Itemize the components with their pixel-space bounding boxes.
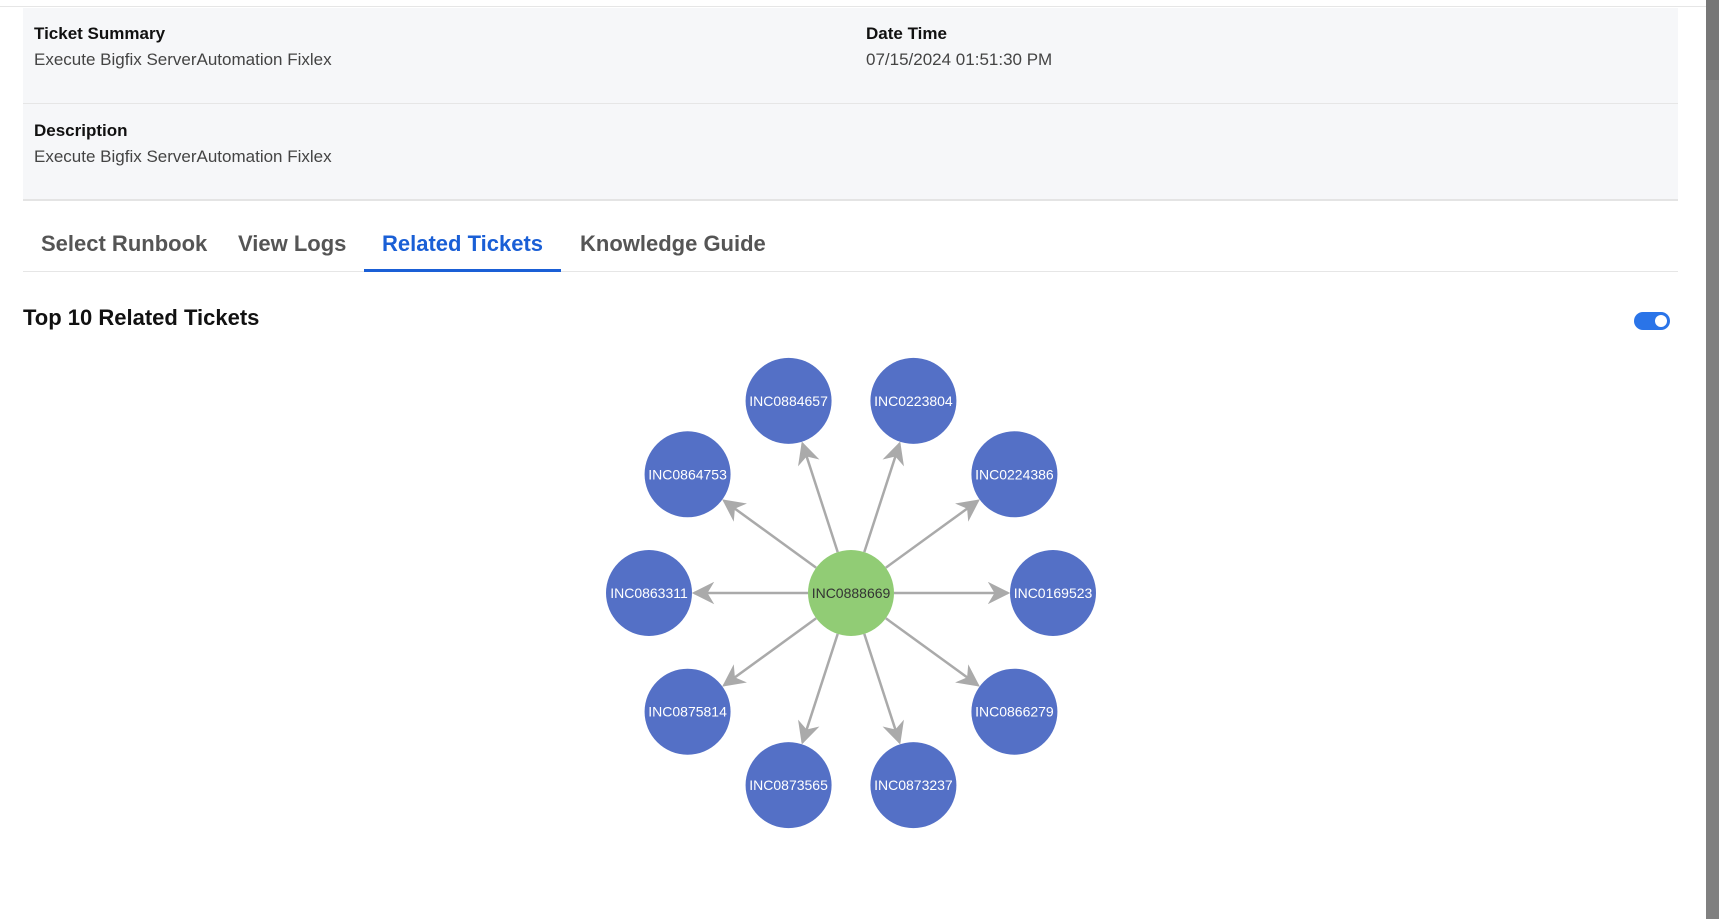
related-ticket-node[interactable] — [870, 357, 957, 444]
related-ticket-node[interactable] — [971, 668, 1058, 755]
tab-knowledge-guide[interactable]: Knowledge Guide — [580, 231, 766, 256]
related-ticket-label: INC0863311 — [610, 585, 688, 601]
edge — [863, 633, 904, 745]
edge — [798, 633, 839, 745]
center-ticket-node[interactable] — [808, 550, 894, 636]
related-ticket-label: INC0873237 — [874, 777, 953, 793]
related-ticket-label: INC0223804 — [874, 393, 953, 409]
related-ticket-label: INC0884657 — [749, 393, 828, 409]
toggle-knob — [1655, 315, 1667, 327]
date-time-value: 07/15/2024 01:51:30 PM — [866, 50, 1053, 69]
related-ticket-node[interactable] — [971, 431, 1058, 518]
tab-related-tickets[interactable]: Related Tickets — [364, 222, 562, 272]
section-title: Top 10 Related Tickets — [23, 305, 260, 330]
date-time-label: Date Time — [866, 24, 947, 43]
scrollbar[interactable] — [1706, 0, 1719, 919]
ticket-info-panel: Ticket Summary Execute Bigfix ServerAuto… — [23, 8, 1678, 201]
related-ticket-label: INC0224386 — [975, 466, 1054, 482]
ticket-summary-label: Ticket Summary — [34, 24, 166, 43]
edge — [722, 499, 817, 569]
edge — [863, 441, 904, 553]
tab-view-logs[interactable]: View Logs — [238, 231, 347, 256]
row-divider — [23, 103, 1678, 104]
tab-select-runbook[interactable]: Select Runbook — [41, 231, 208, 256]
top-divider — [0, 6, 1706, 7]
related-ticket-node[interactable] — [745, 742, 832, 829]
related-ticket-node[interactable] — [870, 742, 957, 829]
tab-bar: Select Runbook View Logs Related Tickets… — [23, 222, 1678, 272]
edge — [722, 617, 817, 687]
related-ticket-node[interactable] — [644, 431, 731, 518]
related-ticket-node[interactable] — [1010, 550, 1096, 636]
related-ticket-label: INC0864753 — [648, 466, 727, 482]
related-ticket-label: INC0169523 — [1014, 585, 1093, 601]
center-ticket-label: INC0888669 — [812, 585, 891, 601]
edge — [885, 617, 980, 687]
related-ticket-node[interactable] — [644, 668, 731, 755]
edge — [798, 441, 839, 553]
scrollbar-thumb[interactable] — [1706, 0, 1719, 80]
related-ticket-node[interactable] — [606, 550, 692, 636]
related-ticket-label: INC0873565 — [749, 777, 828, 793]
description-value: Execute Bigfix ServerAutomation Fixlex — [34, 147, 332, 166]
edge — [885, 499, 980, 569]
ticket-summary-value: Execute Bigfix ServerAutomation Fixlex — [34, 50, 332, 69]
related-ticket-node[interactable] — [745, 357, 832, 444]
related-ticket-label: INC0866279 — [975, 704, 1054, 720]
description-label: Description — [34, 121, 128, 140]
related-ticket-label: INC0875814 — [648, 704, 727, 720]
view-toggle[interactable] — [1634, 312, 1670, 330]
